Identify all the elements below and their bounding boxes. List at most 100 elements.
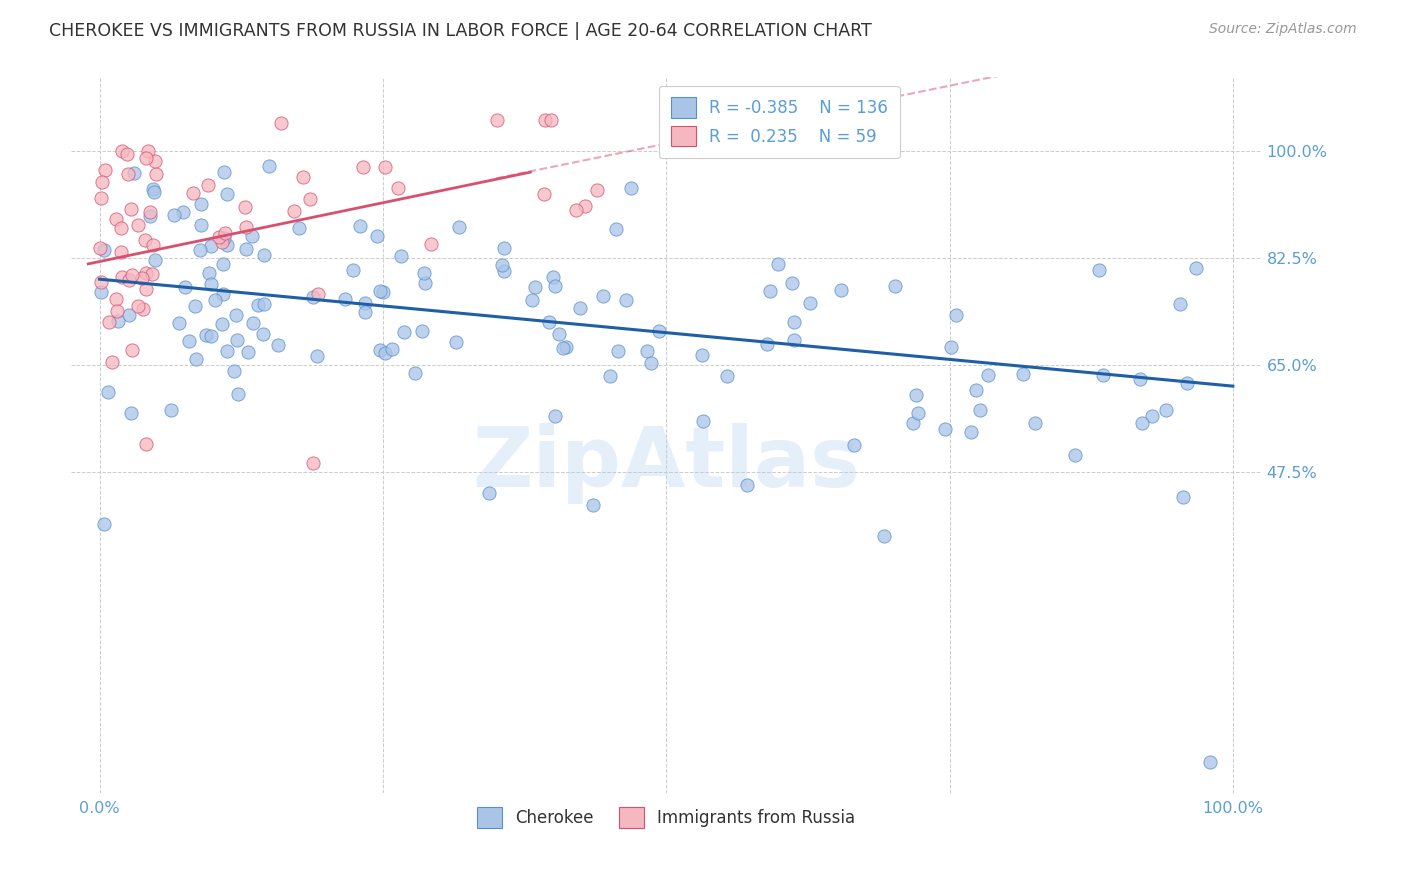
Point (270, 116, 292, 130)
Point (737, 477, 759, 491)
Point (524, 279, 547, 293)
Point (212, 231, 235, 245)
Point (190, 244, 212, 258)
Legend: Cherokee, Immigrants from Russia: Cherokee, Immigrants from Russia (471, 801, 862, 834)
Point (302, 290, 325, 304)
Point (200, 239, 222, 253)
Point (172, 205, 194, 219)
Point (690, 348, 713, 362)
Point (235, 242, 257, 256)
Point (333, 292, 356, 306)
Point (533, 186, 555, 201)
Point (107, 314, 129, 328)
Point (121, 343, 143, 357)
Point (252, 297, 274, 311)
Point (222, 364, 245, 378)
Point (143, 153, 166, 168)
Point (349, 219, 371, 233)
Point (127, 218, 149, 232)
Point (228, 387, 250, 401)
Point (288, 220, 311, 235)
Point (225, 308, 247, 322)
Point (124, 166, 146, 180)
Point (447, 220, 470, 235)
Point (246, 298, 269, 312)
Point (941, 340, 963, 354)
Point (620, 180, 643, 194)
Text: CHEROKEE VS IMMIGRANTS FROM RUSSIA IN LABOR FORCE | AGE 20-64 CORRELATION CHART: CHEROKEE VS IMMIGRANTS FROM RUSSIA IN LA… (49, 22, 872, 40)
Point (214, 226, 236, 240)
Point (934, 422, 956, 436)
Point (105, 304, 128, 318)
Point (257, 159, 280, 173)
Point (368, 343, 391, 357)
Point (960, 425, 983, 439)
Point (537, 315, 560, 329)
Point (565, 202, 588, 217)
Point (444, 335, 467, 350)
Point (716, 369, 738, 384)
Point (240, 229, 263, 244)
Point (163, 208, 186, 222)
Point (592, 289, 614, 303)
Point (90, 191, 112, 205)
Point (292, 169, 315, 184)
Point (299, 192, 322, 206)
Text: ZipAtlas: ZipAtlas (472, 423, 860, 504)
Point (342, 263, 364, 277)
Point (267, 338, 290, 352)
Point (160, 402, 183, 417)
Point (1012, 367, 1035, 381)
Point (419, 237, 441, 252)
Point (132, 301, 155, 316)
Point (799, 295, 821, 310)
Point (636, 344, 658, 359)
Point (90, 285, 112, 299)
Point (1168, 297, 1191, 311)
Point (371, 285, 394, 300)
Point (969, 402, 991, 417)
Point (120, 202, 142, 217)
Point (1154, 403, 1177, 417)
Point (212, 286, 235, 301)
Point (110, 144, 132, 158)
Point (1129, 372, 1152, 386)
Point (127, 299, 149, 313)
Point (353, 305, 375, 319)
Point (117, 168, 139, 182)
Point (389, 249, 412, 263)
Point (404, 367, 426, 381)
Point (381, 342, 404, 356)
Point (640, 356, 662, 370)
Point (768, 257, 790, 271)
Point (93, 516, 115, 531)
Point (907, 406, 929, 420)
Point (614, 293, 637, 308)
Point (135, 266, 157, 280)
Point (184, 352, 207, 367)
Point (387, 181, 409, 195)
Point (117, 308, 139, 322)
Point (582, 499, 605, 513)
Point (211, 257, 233, 271)
Point (491, 258, 513, 272)
Point (842, 438, 865, 452)
Point (1130, 416, 1153, 430)
Point (233, 200, 256, 214)
Point (307, 286, 329, 301)
Point (135, 282, 157, 296)
Point (135, 437, 157, 451)
Point (226, 333, 249, 347)
Point (283, 203, 305, 218)
Point (111, 270, 134, 285)
Point (143, 253, 166, 268)
Point (197, 178, 219, 192)
Point (242, 316, 264, 330)
Point (190, 219, 212, 233)
Point (142, 237, 165, 252)
Point (541, 270, 564, 285)
Point (98, 315, 121, 329)
Point (569, 301, 592, 315)
Point (965, 383, 987, 397)
Point (181, 186, 204, 201)
